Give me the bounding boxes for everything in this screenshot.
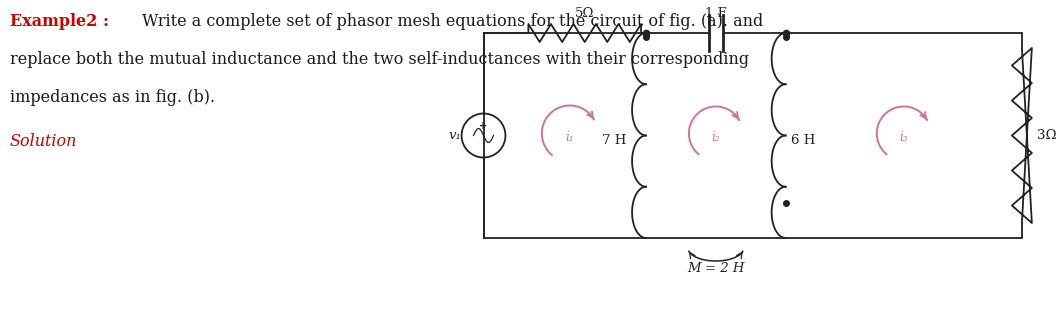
Text: 1 F: 1 F [705,7,727,20]
Text: i₃: i₃ [900,131,908,144]
Text: impedances as in fig. (b).: impedances as in fig. (b). [10,89,215,106]
Text: 7 H: 7 H [602,134,626,147]
Text: 5Ω: 5Ω [575,7,594,20]
Text: replace both the mutual inductance and the two self-inductances with their corre: replace both the mutual inductance and t… [10,51,749,68]
Text: +: + [480,120,488,130]
Text: 3Ω: 3Ω [1037,129,1057,142]
Text: v₁: v₁ [449,129,462,142]
Text: Example2 :: Example2 : [10,13,115,30]
Text: Write a complete set of phasor mesh equations for the circuit of fig. (a). and: Write a complete set of phasor mesh equa… [141,13,763,30]
Text: i₂: i₂ [712,131,720,144]
Text: 6 H: 6 H [790,134,815,147]
Text: M = 2 H: M = 2 H [688,262,745,275]
Text: Solution: Solution [10,133,77,150]
Text: i₁: i₁ [566,131,574,144]
